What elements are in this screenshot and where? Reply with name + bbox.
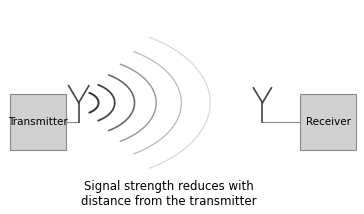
Text: Signal strength reduces with
distance from the transmitter: Signal strength reduces with distance fr…	[81, 180, 257, 208]
FancyBboxPatch shape	[10, 94, 66, 150]
Text: Transmitter: Transmitter	[8, 117, 68, 127]
FancyBboxPatch shape	[300, 94, 356, 150]
Text: Receiver: Receiver	[306, 117, 351, 127]
